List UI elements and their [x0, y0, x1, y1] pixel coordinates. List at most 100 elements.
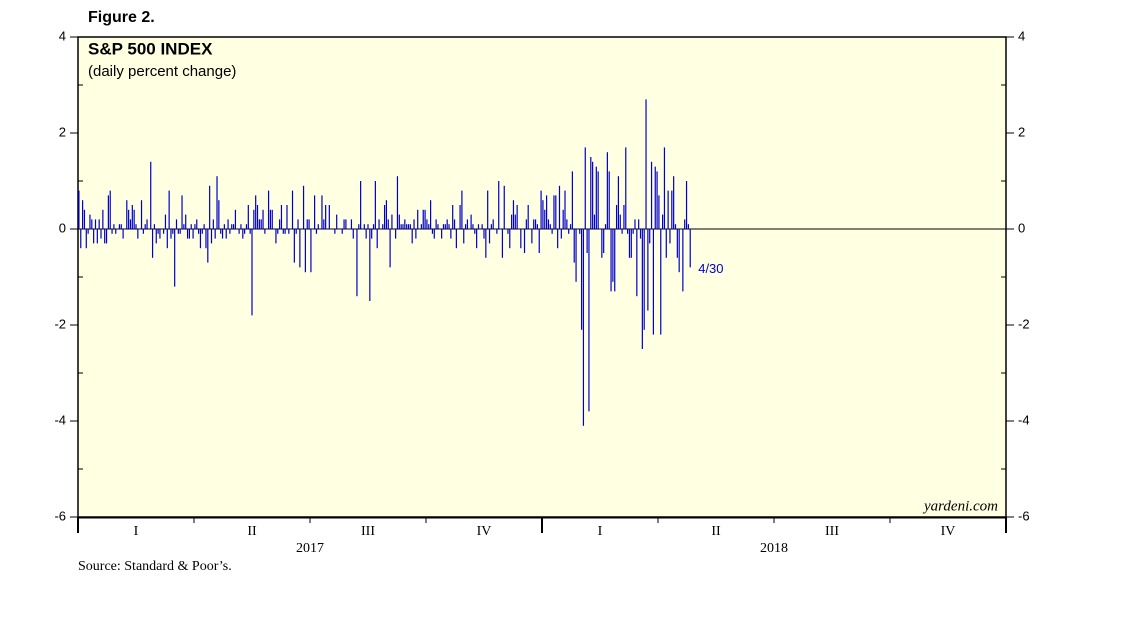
bar	[116, 229, 119, 230]
bar	[376, 229, 378, 249]
bar	[231, 224, 233, 229]
bar	[673, 176, 675, 229]
bar	[369, 229, 371, 301]
bar	[258, 219, 260, 229]
bar	[269, 209, 272, 229]
bar	[546, 195, 548, 229]
bar	[255, 195, 257, 229]
bar	[450, 229, 452, 239]
bar	[104, 229, 106, 244]
bar	[221, 229, 224, 239]
year-label: 2017	[296, 541, 324, 556]
bar	[663, 147, 666, 229]
y-tick-label: -2	[54, 316, 66, 331]
bar	[172, 229, 174, 234]
bar	[577, 229, 579, 230]
bar	[568, 229, 570, 234]
bar	[404, 219, 406, 229]
bar	[330, 229, 332, 230]
bar	[623, 205, 625, 229]
bar	[192, 229, 194, 239]
bar	[579, 229, 581, 234]
bar	[207, 229, 209, 263]
bar	[212, 219, 214, 229]
bar	[183, 224, 185, 229]
bar	[118, 224, 121, 229]
bar	[323, 219, 325, 229]
bar	[518, 229, 520, 230]
bar	[398, 214, 400, 229]
bar	[201, 229, 203, 234]
bar	[525, 219, 527, 229]
bar	[80, 229, 82, 249]
bar	[538, 229, 540, 253]
bar	[352, 229, 354, 239]
bar	[628, 229, 631, 258]
bar	[196, 219, 198, 229]
bar	[424, 209, 426, 229]
bar	[647, 229, 649, 311]
bar	[382, 224, 384, 229]
bar	[181, 195, 183, 229]
bar	[463, 229, 465, 244]
bar	[306, 219, 308, 229]
bar	[472, 224, 474, 229]
bar	[564, 190, 566, 229]
bar	[365, 229, 367, 239]
bar	[87, 229, 89, 234]
bar	[146, 219, 148, 229]
bar	[588, 229, 590, 412]
bar	[575, 229, 577, 282]
bar	[569, 224, 572, 229]
bar	[128, 209, 130, 229]
x-tick-label: IV	[941, 524, 956, 539]
bar	[301, 229, 303, 230]
bar	[619, 214, 621, 229]
bar	[247, 205, 249, 229]
bar	[199, 229, 202, 249]
bar	[474, 229, 476, 234]
bar	[684, 219, 686, 229]
bar	[509, 229, 511, 249]
bar	[555, 195, 557, 229]
bar	[299, 229, 301, 268]
bar	[625, 147, 627, 229]
bar	[499, 229, 502, 230]
bar	[383, 205, 386, 229]
bar	[232, 224, 235, 229]
bar	[380, 229, 382, 230]
bar	[266, 229, 268, 230]
bar	[220, 229, 222, 234]
bar	[389, 229, 391, 268]
bar	[374, 181, 376, 229]
bar	[511, 214, 513, 229]
year-label: 2018	[760, 541, 788, 556]
bar	[321, 195, 323, 229]
bar	[595, 166, 597, 229]
bar	[652, 229, 654, 335]
bar	[406, 224, 408, 229]
bar	[533, 219, 535, 229]
bar	[430, 200, 432, 229]
bar	[586, 229, 588, 253]
bar	[234, 209, 237, 229]
bar	[393, 229, 395, 230]
bar	[654, 166, 656, 229]
bar	[361, 229, 364, 230]
bar	[326, 229, 329, 230]
bar	[485, 229, 487, 258]
bar	[286, 205, 288, 229]
bar	[634, 219, 636, 229]
bar	[385, 200, 388, 229]
bar	[433, 229, 435, 239]
bar	[253, 209, 255, 229]
bar	[378, 219, 380, 229]
bar	[468, 229, 470, 230]
x-tick-label: II	[247, 524, 257, 539]
bar	[658, 195, 660, 229]
bar	[91, 219, 93, 229]
bar	[347, 229, 349, 230]
bar	[536, 224, 538, 229]
bar	[155, 229, 157, 244]
